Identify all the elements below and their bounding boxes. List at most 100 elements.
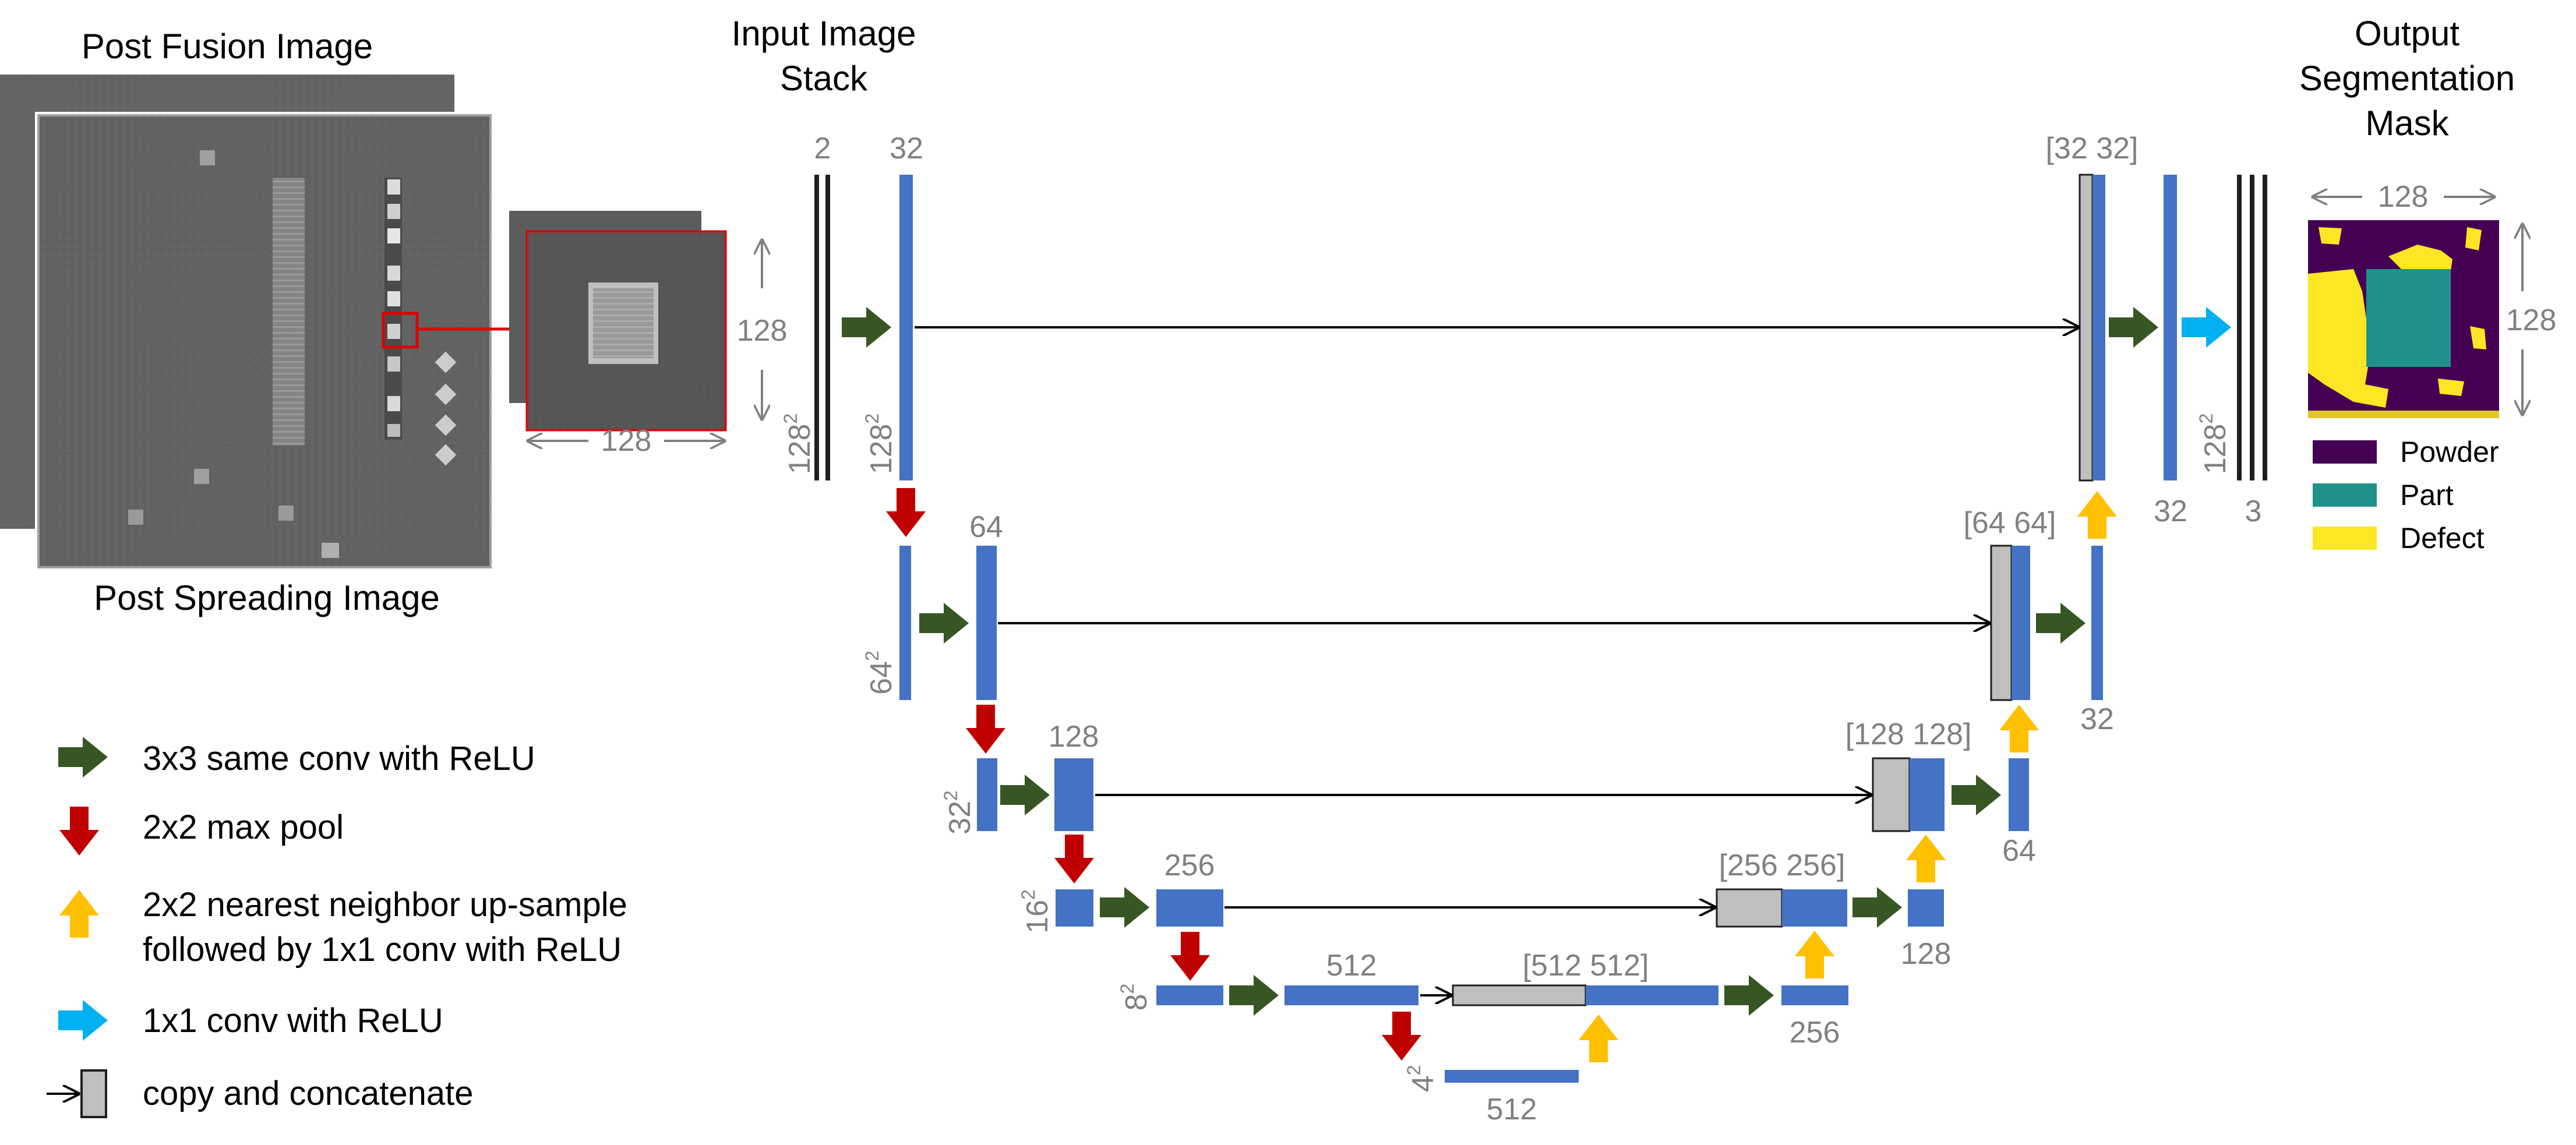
bottleneck-channels-label: 512	[1487, 1093, 1537, 1126]
concat5-copy-map	[1452, 984, 1587, 1006]
concat3-label: [128 128]	[1845, 718, 1972, 751]
output-title-line3: Mask	[2365, 104, 2449, 143]
crop-height-label: 128	[737, 314, 788, 348]
enc5-feature-map-a	[1156, 985, 1223, 1005]
concat2-label: [64 64]	[1963, 506, 2056, 540]
enc3-size-label: 322	[940, 790, 977, 835]
concat5-label: [512 512]	[1523, 949, 1649, 983]
conv-arrow-enc2	[919, 603, 969, 644]
concat3-up-map	[1910, 758, 1945, 831]
dec1-out-label: 32	[2154, 494, 2187, 528]
conv-arrow-enc3	[1000, 775, 1050, 815]
powder-swatch	[2313, 440, 2377, 464]
enc2-channels-label: 64	[969, 510, 1003, 544]
input-stack-block	[814, 175, 830, 480]
enc4-size-label: 162	[1018, 889, 1054, 934]
dec3-feature-map	[2009, 758, 2029, 831]
out-size-label: 1282	[2196, 414, 2232, 475]
concat2-up-map	[2012, 546, 2030, 700]
enc2-feature-map-a	[899, 546, 911, 700]
up-arrow-4	[1795, 931, 1834, 978]
bottleneck-size-label: 42	[1403, 1065, 1440, 1093]
pool-arrow-1	[886, 488, 926, 537]
conv-arrow-dec5	[1724, 975, 1774, 1016]
powder-label: Powder	[2400, 436, 2499, 468]
input-stack-title-line2: Stack	[780, 59, 868, 98]
enc4-feature-map-a	[1056, 889, 1093, 927]
pool-arrow-4	[1170, 932, 1210, 981]
segmentation-mask-image	[2308, 220, 2499, 418]
legend-maxpool-arrow-icon	[59, 807, 99, 856]
conv-arrow-input	[842, 307, 891, 348]
up-arrow-5	[1579, 1015, 1618, 1062]
defect-swatch	[2313, 526, 2377, 550]
legend-conv1-text: 1x1 conv with ReLU	[143, 1002, 443, 1040]
legend-upsample-text-line1: 2x2 nearest neighbor up-sample	[143, 886, 627, 924]
dec2-feature-map	[2091, 546, 2103, 700]
mask-width-label: 128	[2378, 180, 2429, 214]
legend-concat-text: copy and concatenate	[143, 1075, 474, 1112]
conv-arrow-dec3	[1952, 775, 2001, 815]
input-channels-label: 2	[814, 132, 831, 165]
concat2-copy-map	[1990, 545, 2013, 701]
crop-width-label: 128	[601, 424, 652, 458]
enc5-channels-label: 512	[1326, 949, 1377, 983]
enc2-feature-map-b	[976, 546, 997, 700]
enc4-feature-map-b	[1156, 889, 1223, 927]
concat3-copy-map	[1872, 757, 1911, 832]
dec1-feature-map	[2164, 175, 2177, 480]
legend-conv3-text: 3x3 same conv with ReLU	[143, 740, 535, 778]
enc5-size-label: 82	[1117, 984, 1153, 1011]
dec5-feature-map	[1781, 985, 1848, 1005]
concat1-label: [32 32]	[2045, 132, 2138, 165]
output-title-line1: Output	[2355, 14, 2459, 53]
legend-maxpool-text: 2x2 max pool	[143, 808, 344, 846]
legend-upsample-text-line2: followed by 1x1 conv with ReLU	[143, 931, 622, 969]
concat1-up-map	[2092, 175, 2105, 480]
enc3-feature-map-b	[1054, 758, 1093, 831]
enc5-feature-map-b	[1285, 985, 1418, 1005]
legend-upsample-arrow-icon	[59, 890, 99, 938]
conv-arrow-enc5	[1229, 975, 1279, 1016]
conv1x1-arrow-output	[2182, 307, 2231, 348]
concat4-up-map	[1782, 889, 1847, 927]
part-swatch	[2313, 483, 2377, 507]
enc1-size-label: 1282	[862, 414, 898, 475]
enc1-feature-map	[899, 175, 913, 480]
concat5-up-map	[1586, 985, 1718, 1005]
concat4-label: [256 256]	[1719, 849, 1845, 882]
output-title-line2: Segmentation	[2299, 59, 2515, 98]
output-channels-label: 3	[2245, 494, 2262, 528]
part-label: Part	[2400, 479, 2454, 511]
legend-concat-box-icon	[80, 1069, 107, 1118]
pool-arrow-3	[1054, 835, 1094, 884]
dec4-feature-map	[1908, 889, 1944, 927]
input-stack-title-line1: Input Image	[732, 14, 916, 53]
pool-arrow-5	[1382, 1012, 1421, 1061]
output-stack-block	[2237, 175, 2267, 480]
up-arrow-2	[1999, 705, 2039, 752]
up-arrow-1	[2077, 491, 2117, 539]
input-size-label: 1282	[780, 414, 817, 475]
crop-zoom-image	[509, 211, 727, 432]
conv-arrow-dec4	[1852, 887, 1902, 928]
conv-arrow-dec2	[2036, 603, 2085, 644]
conv-arrow-dec1	[2109, 307, 2158, 348]
legend-conv3-arrow-icon	[58, 737, 108, 778]
up5-out-label: 256	[1790, 1016, 1840, 1049]
post-spreading-image	[35, 112, 494, 571]
post-fusion-title: Post Fusion Image	[82, 27, 373, 66]
enc1-channels-label: 32	[890, 132, 923, 165]
defect-label: Defect	[2400, 522, 2485, 554]
up4-out-label: 128	[1901, 937, 1952, 971]
bottleneck-feature-map	[1445, 1070, 1579, 1083]
enc3-channels-label: 128	[1049, 720, 1099, 754]
enc4-channels-label: 256	[1165, 849, 1215, 882]
legend-conv1-arrow-icon	[58, 1000, 108, 1041]
post-spreading-title: Post Spreading Image	[94, 578, 440, 617]
up-arrow-3	[1906, 835, 1946, 882]
concat1-copy-map	[2079, 174, 2094, 482]
mask-height-label: 128	[2506, 303, 2557, 337]
up3-out-label: 64	[2002, 834, 2036, 868]
up2-out-label: 32	[2080, 702, 2114, 736]
